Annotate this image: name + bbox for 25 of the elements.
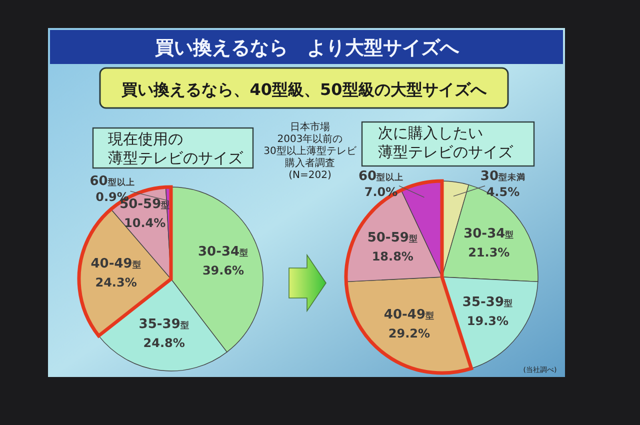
slice-label: 30型未満	[480, 168, 526, 184]
text: 買い換えるなら、40型級、50型級の大型サイズへ	[120, 80, 488, 99]
slice-label: 40-49型	[90, 256, 142, 272]
data-label: 24.3%	[95, 276, 137, 290]
data-label: 7.0%	[364, 184, 398, 199]
data-label: 10.4%	[124, 216, 166, 230]
chart-title: 現在使用の薄型テレビのサイズ	[108, 130, 244, 167]
slice-label: 40-49型	[384, 307, 434, 322]
data-label: 18.8%	[372, 249, 414, 264]
slice-label: 60型以上	[90, 174, 135, 190]
data-label: 24.8%	[143, 336, 185, 350]
text: 日本市場2003年以前の30型以上薄型テレビ購入者調査(N=202)	[264, 121, 358, 181]
slice-label: 60型以上	[358, 168, 404, 184]
slice-label: 50-59型	[367, 230, 418, 246]
slice-label: 35-39型	[138, 316, 190, 332]
text: 買い換えるなら より大型サイズへ	[154, 37, 460, 59]
data-label: 21.3%	[468, 246, 510, 260]
data-label: 19.3%	[466, 314, 509, 328]
slice-label: 35-39型	[462, 295, 513, 310]
chart-title: 次に購入したい薄型テレビのサイズ	[378, 124, 514, 161]
slice-label: 30-34型	[198, 244, 249, 260]
slice-label: 30-34型	[464, 226, 514, 242]
data-label: 29.2%	[388, 326, 430, 340]
data-label: 39.6%	[202, 263, 244, 278]
data-label: 4.5%	[486, 184, 520, 199]
